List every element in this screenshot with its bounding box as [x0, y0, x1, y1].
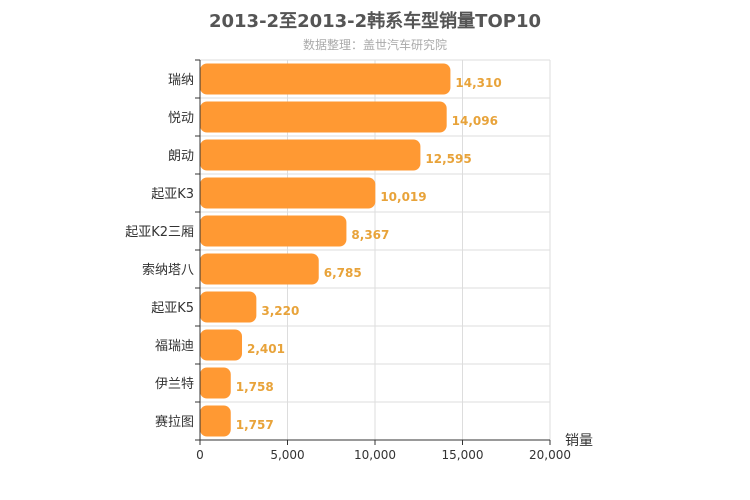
data-label: 1,758	[236, 380, 274, 394]
bars	[200, 63, 451, 437]
bar[interactable]	[200, 291, 257, 323]
category-label: 伊兰特	[155, 377, 194, 392]
category-label: 福瑞迪	[155, 339, 194, 354]
bar[interactable]	[200, 367, 231, 399]
x-tick-label: 10,000	[354, 448, 396, 462]
data-label: 14,096	[452, 114, 498, 128]
x-tick-label: 0	[196, 448, 204, 462]
category-label: 起亚K2三厢	[125, 225, 194, 240]
bar[interactable]	[200, 101, 447, 133]
bar[interactable]	[200, 329, 243, 361]
category-label: 赛拉图	[155, 414, 194, 430]
category-label: 索纳塔八	[142, 263, 194, 278]
category-label: 悦动	[168, 111, 194, 126]
data-labels: 14,310 瑞纳 14,096 悦动 12,595 朗动 10,019 起亚K3 8,367 起…	[125, 73, 502, 432]
category-label: 朗动	[168, 149, 194, 164]
category-label: 瑞纳	[168, 73, 194, 88]
x-tick-label: 20,000	[529, 448, 571, 462]
x-tick-label: 5,000	[270, 448, 304, 462]
data-label: 1,757	[236, 418, 274, 432]
bar[interactable]	[200, 405, 231, 437]
data-label: 10,019	[380, 190, 426, 204]
data-label: 3,220	[261, 304, 299, 318]
chart-subtitle: 数据整理：盖世汽车研究院	[302, 38, 447, 52]
data-label: 2,401	[247, 342, 285, 356]
data-label: 6,785	[324, 266, 362, 280]
bar[interactable]	[200, 63, 451, 95]
bar[interactable]	[200, 177, 376, 209]
data-label: 14,310	[455, 76, 501, 90]
category-label: 起亚K5	[151, 301, 194, 316]
x-axis-name: 销量	[565, 433, 593, 449]
x-tick-label: 15,000	[442, 448, 484, 462]
chart-title: 2013-2至2013-2韩系车型销量TOP10	[208, 11, 541, 32]
bar[interactable]	[200, 215, 347, 247]
bar[interactable]	[200, 139, 421, 171]
category-label: 起亚K3	[151, 187, 194, 202]
data-label: 8,367	[351, 228, 389, 242]
data-label: 12,595	[425, 152, 471, 166]
bar[interactable]	[200, 253, 319, 285]
